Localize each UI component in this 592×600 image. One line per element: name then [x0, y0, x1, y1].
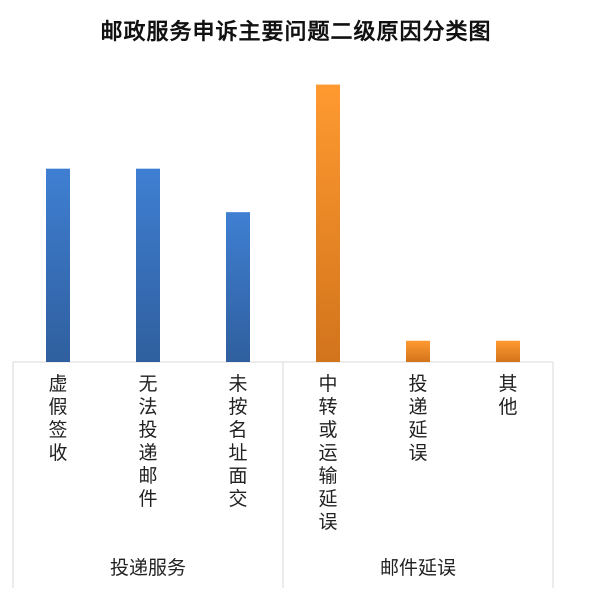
bar	[316, 84, 340, 363]
chart-title: 邮政服务申诉主要问题二级原因分类图	[100, 20, 492, 45]
group-labels: 投递服务 邮件延误	[110, 557, 456, 579]
bar	[46, 168, 70, 362]
category-label: 中转或运输延误	[318, 373, 337, 533]
group-label: 投递服务	[110, 557, 186, 579]
bar	[136, 168, 160, 362]
group-label: 邮件延误	[380, 557, 456, 579]
category-label: 其他	[498, 373, 517, 418]
category-label: 无法投递邮件	[138, 373, 157, 510]
category-label: 虚假签收	[48, 373, 67, 464]
axis-lines	[12, 361, 554, 588]
category-label: 未按名址面交	[228, 373, 247, 510]
bars	[46, 84, 520, 363]
bar	[406, 340, 430, 362]
bar	[496, 340, 520, 362]
category-label: 投递延误	[408, 373, 427, 464]
category-labels: 虚假签收 无法投递邮件 未按名址面交 中转或运输延误 投递延误 其他	[48, 373, 517, 533]
bar	[226, 212, 250, 362]
